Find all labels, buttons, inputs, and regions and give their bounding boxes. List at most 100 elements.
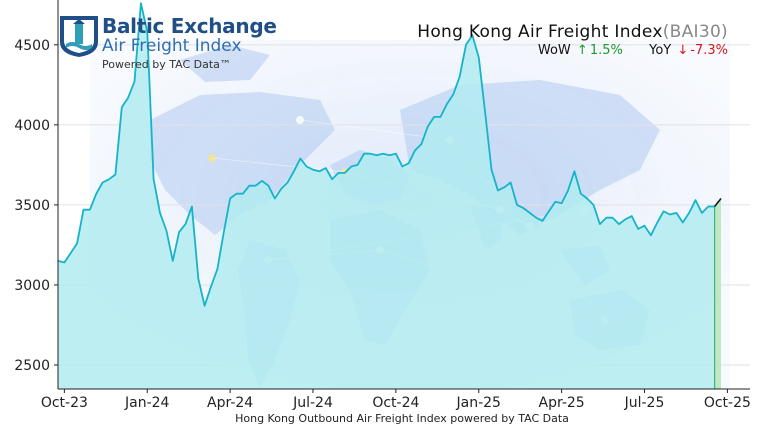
y-tick-label: 2500 — [14, 358, 50, 374]
up-arrow-icon: ↑ — [576, 43, 588, 58]
data-point — [427, 126, 428, 127]
data-point — [612, 217, 613, 218]
data-point — [300, 158, 301, 159]
data-point — [523, 208, 524, 209]
data-point — [274, 198, 275, 199]
data-point — [306, 166, 307, 167]
lighthouse-emblem-icon — [60, 16, 98, 57]
data-point — [421, 144, 422, 145]
data-point — [121, 107, 122, 108]
data-point — [223, 232, 224, 233]
data-point — [408, 163, 409, 164]
x-tick-label: Jan-24 — [124, 395, 170, 411]
data-point — [529, 212, 530, 213]
data-point — [89, 209, 90, 210]
data-point — [593, 204, 594, 205]
data-point — [102, 182, 103, 183]
data-point — [465, 44, 466, 45]
data-point — [516, 204, 517, 205]
data-point — [319, 171, 320, 172]
data-point — [536, 217, 537, 218]
data-point — [96, 193, 97, 194]
data-point — [363, 153, 364, 154]
data-point — [185, 224, 186, 225]
wow-label: WoW — [537, 43, 571, 58]
x-tick-label: Jul-24 — [292, 395, 333, 411]
data-point — [344, 172, 345, 173]
y-tick-label: 3000 — [14, 278, 50, 294]
data-point — [561, 203, 562, 204]
data-point — [689, 212, 690, 213]
data-point — [242, 193, 243, 194]
data-point — [682, 222, 683, 223]
data-point — [676, 212, 677, 213]
wow-value: 1.5% — [589, 43, 623, 58]
data-point — [357, 164, 358, 165]
data-point — [446, 104, 447, 105]
data-point — [555, 201, 556, 202]
data-point — [631, 216, 632, 217]
data-point — [414, 150, 415, 151]
data-point — [255, 185, 256, 186]
data-point — [708, 206, 709, 207]
data-point — [153, 179, 154, 180]
data-point — [657, 222, 658, 223]
data-point — [574, 171, 575, 172]
data-point — [440, 116, 441, 117]
data-point — [389, 155, 390, 156]
index-code: (BAI30) — [662, 22, 728, 42]
chart-title-text: Hong Kong Air Freight Index — [417, 22, 663, 42]
data-point — [70, 252, 71, 253]
data-point — [64, 262, 65, 263]
latest-week-fill — [714, 198, 721, 389]
data-point — [159, 212, 160, 213]
axes — [57, 0, 750, 390]
data-point — [179, 232, 180, 233]
data-point — [714, 206, 715, 207]
data-point — [701, 212, 702, 213]
data-point — [491, 169, 492, 170]
index-line — [57, 2, 715, 307]
data-point — [669, 214, 670, 215]
data-point — [625, 219, 626, 220]
x-axis-ticks: Oct-23 Jan-24 Apr-24 Jul-24 Oct-24 Jan-25 Apr-… — [41, 389, 751, 411]
data-point — [77, 243, 78, 244]
map-continent — [180, 45, 270, 82]
area-fill — [58, 3, 715, 389]
latest-week-line — [714, 198, 722, 207]
data-point — [485, 112, 486, 113]
data-point — [166, 230, 167, 231]
data-point — [281, 188, 282, 189]
data-point — [587, 198, 588, 199]
area-fill-layer — [58, 3, 721, 389]
map-continent — [150, 92, 335, 235]
index-line-layer — [57, 2, 722, 307]
y-tick-label: 3500 — [14, 198, 50, 214]
down-arrow-icon: ↓ — [677, 43, 689, 58]
data-point — [332, 179, 333, 180]
data-point — [434, 116, 435, 117]
data-point — [191, 206, 192, 207]
baltic-exchange-logo: Baltic Exchange Air Freight Index Powere… — [58, 14, 277, 76]
data-point — [453, 94, 454, 95]
data-point — [351, 166, 352, 167]
logo-brand-name: Baltic Exchange — [102, 14, 277, 38]
data-point — [644, 225, 645, 226]
data-point — [325, 168, 326, 169]
map-node — [296, 116, 304, 124]
data-point — [650, 235, 651, 236]
data-point — [236, 193, 237, 194]
data-point — [567, 190, 568, 191]
x-tick-label: Oct-25 — [704, 395, 751, 411]
data-point — [293, 171, 294, 172]
data-point — [459, 76, 460, 77]
data-point — [312, 169, 313, 170]
x-axis-label: Hong Kong Outbound Air Freight Index pow… — [235, 412, 569, 425]
change-stats: WoW ↑ 1.5% YoY ↓ -7.3% — [536, 43, 728, 58]
data-point — [395, 153, 396, 154]
data-point — [720, 198, 721, 199]
data-point — [383, 153, 384, 154]
data-point — [287, 182, 288, 183]
y-tick-label: 4000 — [14, 118, 50, 134]
data-point — [497, 190, 498, 191]
